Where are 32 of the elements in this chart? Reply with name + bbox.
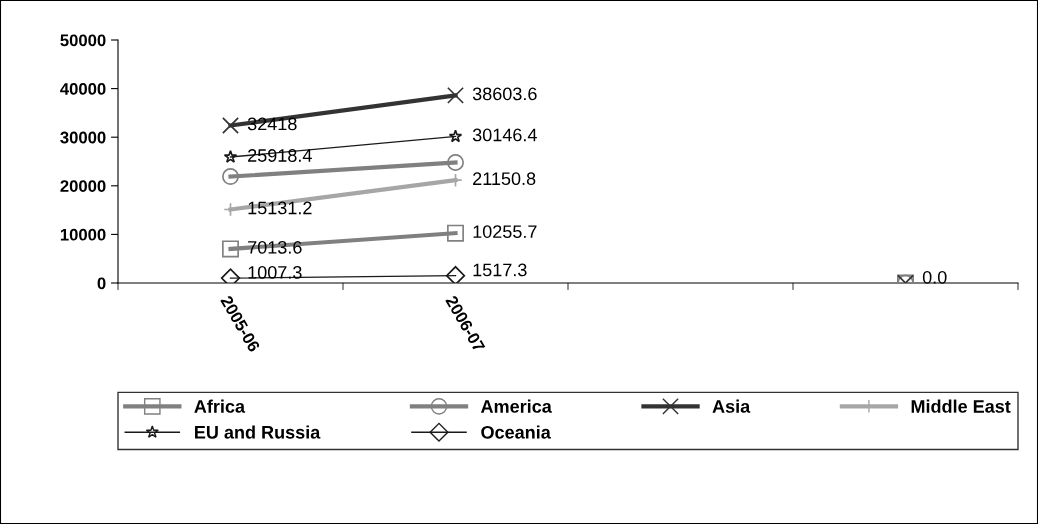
point [448,129,463,143]
data-label: 1517.3 [473,263,527,277]
y-tick-label: 40000 [60,83,106,95]
legend-label: Africa [194,399,246,413]
data-label: 10255.7 [473,225,537,238]
point [222,168,239,186]
data-label: 0.0 [922,270,947,284]
point [447,224,464,242]
y-tick-label: 20000 [60,180,106,192]
point [445,265,466,283]
data-label: 32418 [247,117,297,131]
data-label: 15131.2 [248,201,312,215]
data-label: 1007.3 [248,266,302,279]
y-tick-label: 50000 [60,34,106,47]
point [222,240,239,258]
y-tick-label: 0 [97,277,106,290]
legend-label: Oceania [481,425,551,439]
data-label: 25918.4 [248,149,312,162]
point [222,116,239,134]
point [447,153,464,171]
y-tick-label: 10000 [60,228,106,241]
point [223,149,238,163]
data-label: 30146.4 [472,128,537,142]
y-tick-label: 30000 [60,131,106,144]
data-label: 7013.6 [248,240,302,254]
legend-label: Asia [712,399,751,413]
legend-label: EU and Russia [195,425,321,439]
legend-label: America [480,399,552,413]
point [447,86,464,104]
data-label: 38603.6 [472,87,537,101]
data-label: 21150.8 [473,172,536,186]
legend-label: Middle East [911,399,1011,413]
